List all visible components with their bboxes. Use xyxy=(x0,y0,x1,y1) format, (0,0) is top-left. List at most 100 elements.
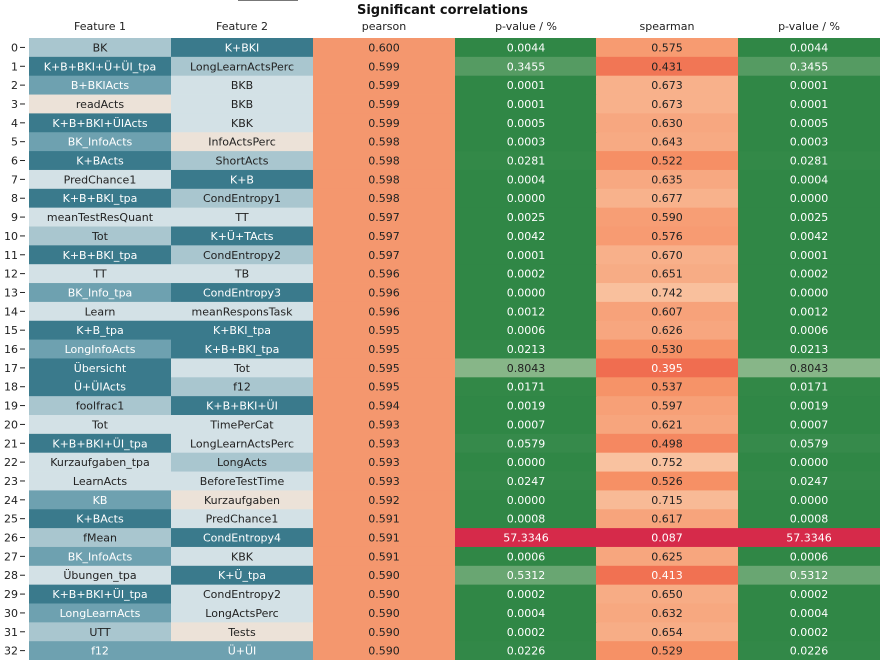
cell-feature-2-label: CondEntropy4 xyxy=(203,532,281,545)
cell-pearson-p-value-label: 0.0012 xyxy=(507,305,546,318)
cell-spearman-p-value xyxy=(738,264,880,284)
cell-pearson-p-value-label: 0.0008 xyxy=(507,513,546,526)
cell-feature-1 xyxy=(29,358,171,378)
cell-pearson-p-value xyxy=(455,377,597,397)
cell-pearson-p-value-label: 0.8043 xyxy=(507,362,546,375)
cell-feature-1-label: K+B+BKI+ÜI_tpa xyxy=(52,588,147,601)
cell-feature-1-label: fMean xyxy=(83,532,117,545)
cell-feature-1 xyxy=(29,56,171,77)
row-index: 3 xyxy=(11,98,18,111)
cell-spearman-label: 0.626 xyxy=(651,324,683,337)
cell-pearson-label: 0.590 xyxy=(368,588,400,601)
cell-pearson-p-value-label: 0.0002 xyxy=(507,268,546,281)
cell-spearman-p-value-label: 0.0281 xyxy=(790,155,829,168)
cell-pearson-label: 0.596 xyxy=(368,305,400,318)
cell-feature-1-label: readActs xyxy=(76,98,124,111)
cell-pearson xyxy=(313,264,455,284)
cell-feature-2-label: K+B xyxy=(230,173,254,186)
cell-pearson-p-value xyxy=(455,188,597,209)
cell-feature-1 xyxy=(29,301,171,322)
cell-spearman-label: 0.621 xyxy=(651,418,683,431)
cell-pearson-p-value-label: 0.0025 xyxy=(507,211,546,224)
cell-pearson-label: 0.599 xyxy=(368,60,400,73)
cell-pearson-p-value-label: 0.0000 xyxy=(507,456,546,469)
cell-spearman xyxy=(596,132,738,152)
cell-feature-2 xyxy=(171,528,313,548)
cell-feature-1 xyxy=(29,75,171,95)
cell-feature-2-label: K+B+BKI+ÜI xyxy=(206,400,278,413)
cell-pearson-p-value xyxy=(455,584,597,604)
row-index: 1 xyxy=(11,60,18,73)
cell-feature-2 xyxy=(171,94,313,114)
cell-spearman-label: 0.529 xyxy=(651,645,683,658)
cell-feature-1 xyxy=(29,151,171,171)
cell-pearson-label: 0.591 xyxy=(368,532,400,545)
cell-pearson-label: 0.600 xyxy=(368,41,400,54)
cell-feature-2 xyxy=(171,151,313,171)
row-index: 22 xyxy=(4,456,18,469)
cell-spearman xyxy=(596,358,738,378)
cell-spearman xyxy=(596,301,738,322)
row-index: 11 xyxy=(4,249,18,262)
cell-pearson-p-value-label: 0.0226 xyxy=(507,645,546,658)
cell-spearman-p-value xyxy=(738,75,880,95)
cell-pearson-label: 0.598 xyxy=(368,155,400,168)
column-header-spearman-p-value: p-value / % xyxy=(778,20,840,33)
cell-spearman-label: 0.576 xyxy=(651,230,683,243)
cell-pearson-p-value xyxy=(455,207,597,227)
cell-spearman-p-value-label: 0.0000 xyxy=(790,494,829,507)
cell-feature-2-label: Tot xyxy=(233,362,251,375)
cell-pearson xyxy=(313,415,455,435)
cell-pearson-p-value-label: 57.3346 xyxy=(503,532,549,545)
cell-spearman-p-value xyxy=(738,188,880,209)
cell-pearson-p-value xyxy=(455,283,597,303)
cell-spearman-p-value-label: 0.0002 xyxy=(790,588,829,601)
cell-spearman-p-value-label: 0.0001 xyxy=(790,249,829,262)
cell-feature-2 xyxy=(171,207,313,227)
cell-spearman-p-value xyxy=(738,56,880,77)
cell-pearson-p-value xyxy=(455,226,597,246)
cell-pearson-p-value-label: 0.0006 xyxy=(507,324,546,337)
column-header-pearson-p-value: p-value / % xyxy=(495,20,557,33)
cell-pearson-p-value-label: 0.0000 xyxy=(507,192,546,205)
cell-feature-2-label: K+BKI_tpa xyxy=(213,324,271,337)
cell-pearson-p-value xyxy=(455,38,597,58)
row-index: 12 xyxy=(4,268,18,281)
cell-spearman xyxy=(596,603,738,623)
cell-spearman-label: 0.651 xyxy=(651,268,683,281)
cell-feature-2-label: LongLearnActsPerc xyxy=(190,60,294,73)
cell-feature-2-label: CondEntropy3 xyxy=(203,286,281,299)
cell-pearson-p-value-label: 0.0002 xyxy=(507,626,546,639)
cell-feature-2-label: meanResponsTask xyxy=(192,305,294,318)
cell-spearman-label: 0.575 xyxy=(651,41,683,54)
cell-pearson xyxy=(313,452,455,472)
cell-spearman xyxy=(596,433,738,454)
top-line xyxy=(238,0,298,1)
cell-pearson-p-value xyxy=(455,396,597,416)
cell-pearson-p-value xyxy=(455,490,597,510)
cell-spearman-p-value xyxy=(738,565,880,586)
cell-feature-2-label: BeforeTestTime xyxy=(200,475,285,488)
cell-spearman xyxy=(596,94,738,114)
row-index: 25 xyxy=(4,513,18,526)
cell-pearson-p-value xyxy=(455,320,597,340)
cell-pearson-label: 0.599 xyxy=(368,117,400,130)
cell-feature-2 xyxy=(171,452,313,472)
cell-feature-1-label: Learn xyxy=(85,305,116,318)
cell-pearson-label: 0.597 xyxy=(368,230,400,243)
cell-spearman-p-value xyxy=(738,94,880,114)
cell-spearman-p-value-label: 0.0171 xyxy=(790,381,829,394)
cell-feature-2 xyxy=(171,358,313,378)
cell-spearman-p-value xyxy=(738,339,880,359)
cell-pearson-p-value xyxy=(455,622,597,642)
cell-pearson xyxy=(313,358,455,378)
cell-pearson-p-value-label: 0.0044 xyxy=(507,41,546,54)
cell-spearman-p-value-label: 0.0008 xyxy=(790,513,829,526)
cell-pearson-p-value-label: 0.0281 xyxy=(507,155,546,168)
cell-pearson-p-value xyxy=(455,75,597,95)
row-index: 8 xyxy=(11,192,18,205)
cell-spearman-p-value-label: 0.0000 xyxy=(790,456,829,469)
cell-feature-1-label: K+BActs xyxy=(76,155,124,168)
cell-spearman xyxy=(596,56,738,77)
cell-pearson-p-value-label: 0.0171 xyxy=(507,381,546,394)
